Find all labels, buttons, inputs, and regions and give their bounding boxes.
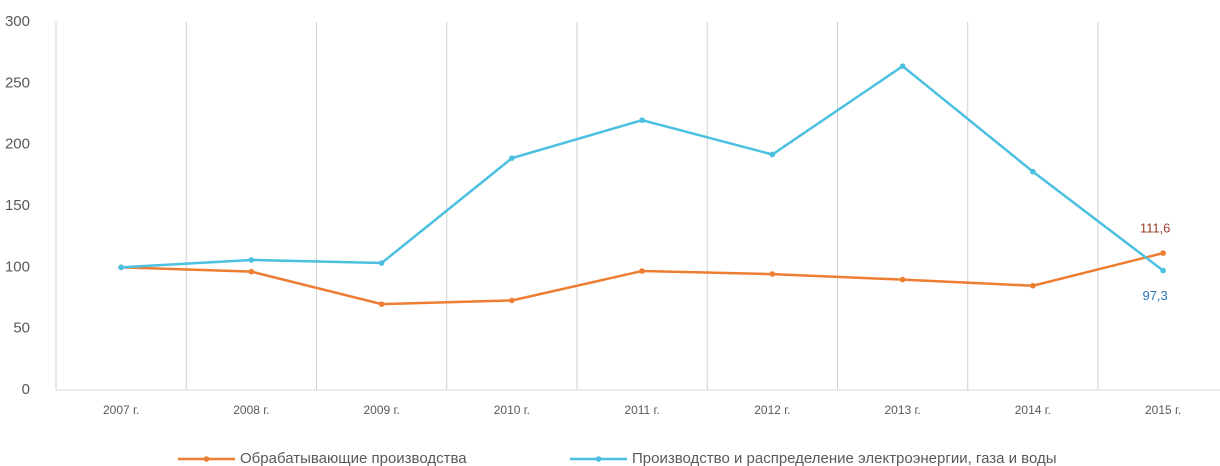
x-tick-label: 2013 г.: [884, 403, 920, 417]
legend-marker: [203, 456, 210, 462]
point: [1160, 250, 1166, 256]
point: [1030, 282, 1036, 289]
point: [378, 301, 385, 307]
point: [118, 264, 124, 271]
y-tick-label: 250: [5, 74, 30, 91]
y-tick-label: 0: [22, 381, 30, 398]
point: [769, 271, 776, 277]
legend-label: Обрабатывающие производства: [240, 450, 467, 466]
series-line: [121, 64, 1164, 272]
y-tick-label: 50: [13, 320, 30, 337]
point: [899, 276, 906, 283]
x-tick-label: 2008 г.: [233, 403, 269, 417]
y-tick-label: 300: [5, 13, 30, 30]
x-tick-label: 2015 г.: [1145, 403, 1181, 417]
point: [509, 155, 515, 161]
x-tick-label: 2014 г.: [1015, 403, 1051, 417]
y-tick-label: 150: [5, 197, 30, 214]
point: [1160, 267, 1166, 274]
point: [899, 63, 906, 69]
data-label: 97,3: [1142, 288, 1167, 303]
y-tick-label: 100: [5, 258, 30, 275]
point: [248, 257, 255, 263]
point: [769, 151, 776, 158]
point: [509, 297, 515, 304]
y-tick-label: 200: [5, 136, 30, 153]
point: [378, 260, 385, 266]
x-tick-label: 2009 г.: [363, 403, 399, 417]
x-tick-label: 2007 г.: [103, 403, 139, 417]
data-label: 111,6: [1140, 221, 1171, 236]
x-tick-label: 2012 г.: [754, 403, 790, 417]
legend-marker: [595, 456, 602, 462]
x-tick-label: 2010 г.: [494, 403, 530, 417]
x-tick-label: 2011 г.: [624, 403, 659, 417]
point: [639, 117, 645, 123]
point: [639, 268, 645, 274]
point: [1030, 168, 1036, 175]
point: [248, 268, 255, 275]
legend-label: Производство и распределение электроэнер…: [632, 450, 1057, 466]
